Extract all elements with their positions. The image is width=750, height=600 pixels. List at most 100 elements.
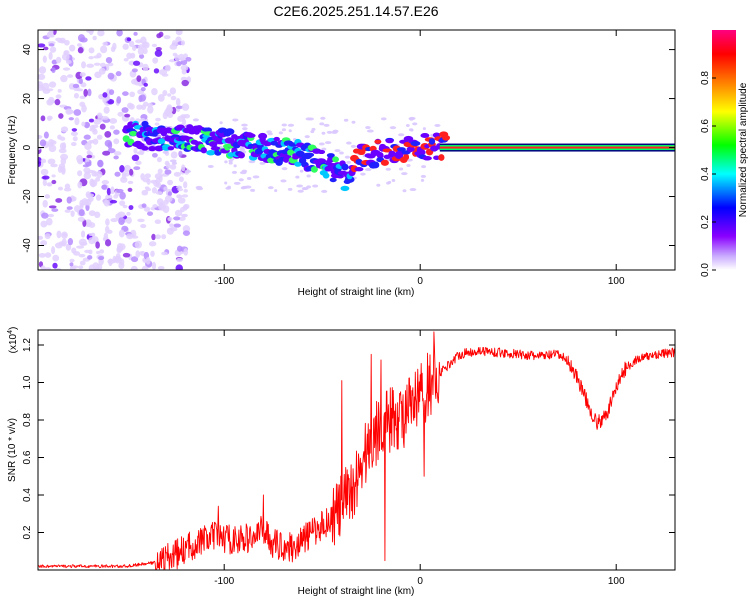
noise-speckle [136,151,144,155]
noise-speckle [151,233,156,241]
faint-speckle [389,126,397,130]
signal-blob [410,140,421,147]
spectrogram-xlabel: Height of straight line (km) [298,287,415,298]
noise-speckle [181,164,186,172]
noise-speckle [121,107,129,113]
noise-speckle [122,204,128,209]
noise-speckle [129,168,134,176]
noise-speckle [113,155,119,160]
noise-speckle [83,121,90,129]
snr-xtick-label: 0 [417,576,423,587]
noise-speckle [180,40,186,46]
spectrogram-axes: -100 0 100 -40 -20 0 20 40 [22,30,675,287]
noise-speckle [139,251,144,256]
noise-speckle [140,104,147,110]
noise-speckle [157,168,163,175]
noise-speckle [144,173,152,179]
noise-speckle [54,242,63,249]
noise-speckle [78,253,86,258]
noise-speckle [76,245,85,249]
snr-marks [38,331,675,570]
faint-speckle [364,168,372,172]
noise-speckle [162,111,168,120]
noise-speckle [56,230,62,239]
noise-speckle [47,213,55,218]
noise-speckle [110,186,115,195]
noise-speckle [145,256,151,265]
noise-speckle [106,187,111,196]
noise-speckle [107,148,116,154]
noise-speckle [152,204,158,208]
noise-speckle [132,60,141,66]
spectrogram-panel: -100 0 100 -40 -20 0 20 40 Height of straight l… [7,29,676,298]
noise-speckle [114,171,121,177]
noise-speckle [73,92,79,99]
noise-speckle [118,229,125,238]
snr-frame [37,329,676,571]
noise-speckle [100,45,108,54]
noise-speckle [103,232,109,240]
signal-blob [422,156,432,161]
faint-speckle [376,183,381,187]
noise-speckle [77,181,83,189]
faint-speckle [326,130,333,134]
faint-speckle [343,118,349,122]
noise-speckle [70,131,79,137]
noise-speckle [122,43,129,50]
noise-speckle [126,233,134,240]
faint-speckle [295,175,300,179]
noise-speckle [114,255,122,264]
noise-speckle [158,203,166,211]
noise-speckle [39,139,47,147]
noise-speckle [167,93,172,97]
faint-speckle [297,189,304,193]
noise-speckle [143,82,148,87]
noise-speckle [41,212,49,219]
noise-speckle [167,179,173,186]
faint-speckle [430,133,434,137]
noise-speckle [177,115,186,122]
noise-speckle [179,57,185,61]
noise-speckle [137,44,145,50]
noise-speckle [112,42,117,50]
noise-speckle [104,139,112,147]
noise-speckle [183,181,188,189]
spectrogram-ytick-label: -40 [22,238,33,253]
noise-speckle [83,167,91,173]
spectrogram-xtick-label: 0 [417,276,423,287]
spectrogram-ytick-label: 40 [22,44,33,56]
faint-speckle [304,135,310,139]
noise-speckle [141,265,149,270]
noise-speckle [69,262,74,267]
noise-speckle [175,97,181,106]
snr-ylabel: SNR (10 * v/v) [7,418,18,482]
noise-speckle [176,257,183,263]
noise-speckle [79,260,86,266]
noise-speckle [147,105,154,114]
noise-speckle [143,206,151,212]
spectrogram-ylabel: Frequency (Hz) [7,116,18,185]
faint-speckle [301,187,307,191]
noise-speckle [43,131,49,139]
faint-speckle [299,169,304,173]
noise-speckle [178,216,186,221]
faint-speckle [171,161,178,165]
noise-speckle [42,175,50,180]
noise-speckle [169,87,177,95]
noise-speckle [109,118,118,124]
noise-speckle [61,238,67,247]
noise-speckle [40,168,49,176]
signal-blob [326,153,335,158]
noise-speckle [40,265,46,270]
noise-speckle [96,170,103,179]
snr-series-line [38,331,675,570]
noise-speckle [46,32,52,38]
snr-plot-area [38,330,675,570]
noise-speckle [93,62,101,66]
noise-speckle [96,134,103,140]
noise-speckle [44,194,51,199]
noise-speckle [44,233,51,240]
faint-speckle [207,164,214,168]
faint-speckle [401,172,408,176]
noise-speckle [123,58,129,62]
